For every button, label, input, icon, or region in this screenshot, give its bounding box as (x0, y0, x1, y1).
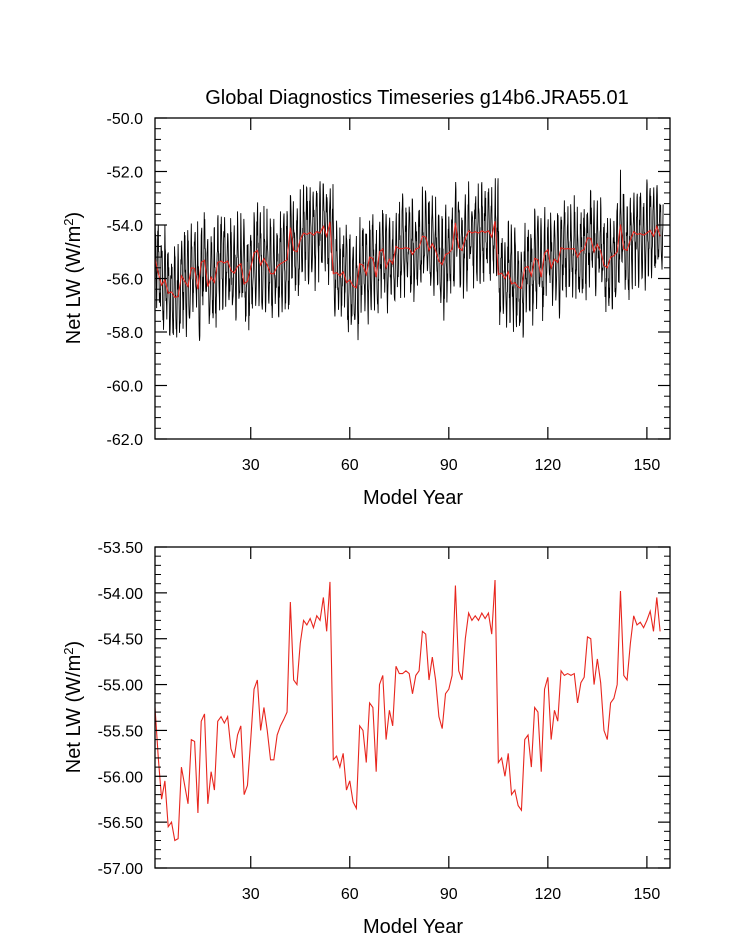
bottom-plot-area: -57.00 -56.50 -56.00 -55.50 -55.00 -54.50 -54.… (98, 540, 671, 903)
bottom-y-axis-label-main: Net LW (W/m (63, 655, 85, 774)
top-ytick-label: -50.0 (107, 111, 144, 128)
top-xtick-label: 30 (242, 457, 260, 474)
top-x-axis-label: Model Year (363, 487, 463, 509)
top-y-axis-label-main: Net LW (W/m (63, 226, 85, 345)
bottom-frame (154, 546, 671, 869)
top-ytick-label: -62.0 (107, 432, 144, 449)
bottom-ytick-label: -56.50 (98, 815, 143, 832)
bottom-annual-line (155, 579, 661, 842)
bottom-y-axis-label-end: ) (63, 641, 85, 648)
top-ytick-label: -54.0 (107, 218, 144, 235)
bottom-xtick-label: 90 (440, 886, 458, 903)
bottom-ytick-label: -56.00 (98, 769, 143, 786)
top-y-axis-label: Net LW (W/m2) (61, 212, 86, 344)
bottom-x-axis-label: Model Year (363, 916, 463, 938)
top-ytick-label: -60.0 (107, 379, 144, 396)
top-plot-area: -62.0 -60.0 -58.0 -56.0 -54.0 -52.0 -50.0 30 60 9… (107, 111, 671, 474)
bottom-y-axis-label-sup: 2 (61, 647, 76, 654)
top-xtick-label: 90 (440, 457, 458, 474)
top-y-axis-label-sup: 2 (61, 218, 76, 225)
bottom-ytick-label: -55.50 (98, 723, 143, 740)
bottom-ytick-label: -54.50 (98, 632, 143, 649)
top-xtick-label: 150 (634, 457, 661, 474)
top-monthly-line (155, 169, 664, 341)
bottom-ytick-label: -54.00 (98, 586, 143, 603)
bottom-panel: -57.00 -56.50 -56.00 -55.50 -55.00 -54.50 -54.… (61, 540, 671, 938)
top-ytick-label: -58.0 (107, 325, 144, 342)
bottom-y-axis-label: Net LW (W/m2) (61, 641, 86, 773)
top-y-axis-label-end: ) (63, 212, 85, 219)
bottom-xtick-label: 30 (242, 886, 260, 903)
bottom-xtick-label: 150 (634, 886, 661, 903)
bottom-ytick-label: -53.50 (98, 540, 143, 557)
top-ytick-label: -52.0 (107, 165, 144, 182)
top-annual-line (155, 221, 661, 298)
top-panel: Global Diagnostics Timeseries g14b6.JRA5… (61, 87, 671, 509)
bottom-ytick-label: -57.00 (98, 861, 143, 878)
bottom-xtick-label: 60 (341, 886, 359, 903)
top-xtick-label: 120 (535, 457, 562, 474)
bottom-xtick-label: 120 (535, 886, 562, 903)
top-xtick-label: 60 (341, 457, 359, 474)
top-chart-title: Global Diagnostics Timeseries g14b6.JRA5… (205, 87, 629, 109)
bottom-ytick-label: -55.00 (98, 678, 143, 695)
top-ytick-label: -56.0 (107, 272, 144, 289)
